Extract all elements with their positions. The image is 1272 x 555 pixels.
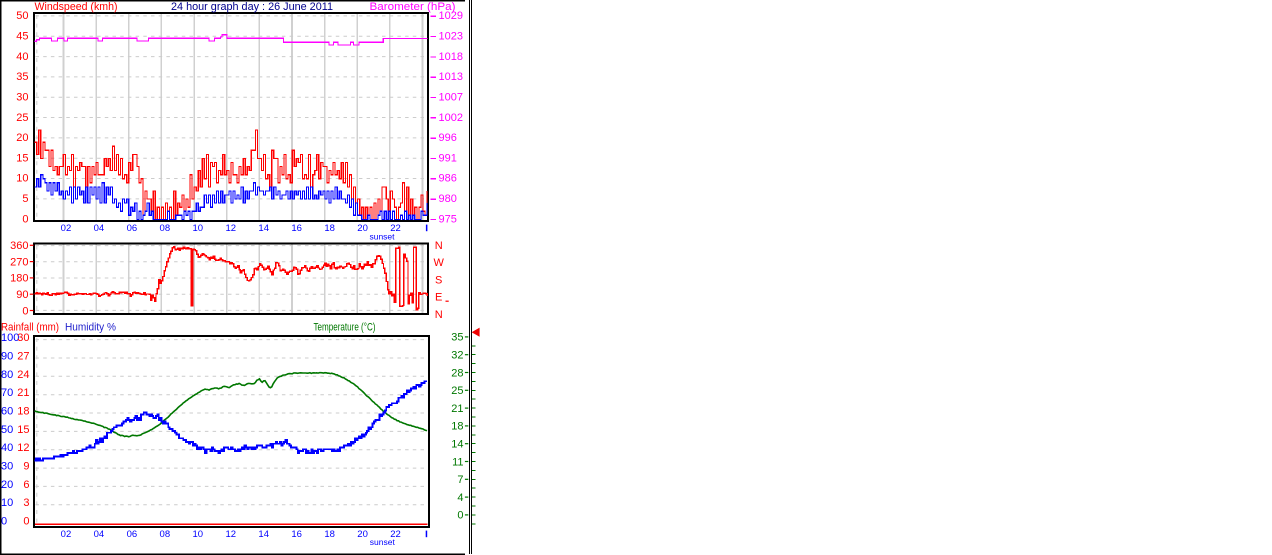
svg-text:Rainfall (mm): Rainfall (mm) xyxy=(1,321,59,333)
svg-text:5: 5 xyxy=(22,193,28,205)
svg-text:18: 18 xyxy=(324,529,335,540)
svg-text:30: 30 xyxy=(16,91,28,103)
svg-text:0: 0 xyxy=(23,516,29,528)
svg-text:0: 0 xyxy=(22,213,28,225)
svg-text:06: 06 xyxy=(127,529,138,540)
svg-text:E: E xyxy=(435,292,442,304)
svg-text:20: 20 xyxy=(357,223,368,234)
svg-text:25: 25 xyxy=(451,385,463,397)
svg-text:W: W xyxy=(434,257,445,269)
svg-text:18: 18 xyxy=(451,421,463,433)
svg-text:20: 20 xyxy=(1,479,13,491)
svg-text:70: 70 xyxy=(1,387,13,399)
svg-text:40: 40 xyxy=(1,442,13,454)
svg-text:1007: 1007 xyxy=(439,91,463,103)
svg-text:08: 08 xyxy=(160,223,171,234)
svg-text:sunset: sunset xyxy=(369,231,395,241)
svg-text:996: 996 xyxy=(439,132,457,144)
svg-text:14: 14 xyxy=(258,223,269,234)
svg-text:08: 08 xyxy=(160,529,171,540)
svg-text:N: N xyxy=(435,309,443,321)
svg-text:S: S xyxy=(435,274,442,286)
svg-text:60: 60 xyxy=(1,406,13,418)
svg-text:0: 0 xyxy=(22,305,28,317)
svg-text:100: 100 xyxy=(1,332,19,344)
svg-text:12: 12 xyxy=(17,442,29,454)
svg-text:1029: 1029 xyxy=(439,10,463,22)
svg-text:45: 45 xyxy=(16,30,28,42)
svg-text:40: 40 xyxy=(16,51,28,63)
svg-text:270: 270 xyxy=(10,256,28,268)
svg-text:11: 11 xyxy=(452,456,463,468)
svg-text:22: 22 xyxy=(390,223,401,234)
svg-text:24 hour graph day : 26 June 20: 24 hour graph day : 26 June 2011 xyxy=(171,1,333,13)
svg-text:22: 22 xyxy=(390,529,401,540)
svg-text:30: 30 xyxy=(17,332,29,344)
svg-text:4: 4 xyxy=(457,492,463,504)
svg-text:16: 16 xyxy=(291,223,302,234)
svg-text:30: 30 xyxy=(1,461,13,473)
svg-text:1013: 1013 xyxy=(439,71,463,83)
svg-text:986: 986 xyxy=(439,173,457,185)
svg-text:Barometer (hPa): Barometer (hPa) xyxy=(370,1,456,13)
svg-text:980: 980 xyxy=(439,193,457,205)
svg-text:18: 18 xyxy=(324,223,335,234)
svg-text:1002: 1002 xyxy=(439,112,463,124)
svg-text:Humidity %: Humidity % xyxy=(65,321,116,333)
svg-text:18: 18 xyxy=(17,406,29,418)
svg-text:1018: 1018 xyxy=(439,51,463,63)
svg-text:1023: 1023 xyxy=(439,30,463,42)
svg-text:14: 14 xyxy=(451,439,463,451)
svg-text:90: 90 xyxy=(16,289,28,301)
svg-text:9: 9 xyxy=(23,461,29,473)
svg-text:10: 10 xyxy=(16,173,28,185)
svg-text:32: 32 xyxy=(451,350,463,362)
svg-text:0: 0 xyxy=(457,510,463,522)
svg-text:360: 360 xyxy=(10,240,28,252)
svg-text:20: 20 xyxy=(16,132,28,144)
svg-text:15: 15 xyxy=(16,152,28,164)
svg-text:21: 21 xyxy=(451,403,463,415)
svg-text:12: 12 xyxy=(225,223,236,234)
svg-text:27: 27 xyxy=(17,351,29,363)
svg-text:25: 25 xyxy=(16,112,28,124)
svg-text:20: 20 xyxy=(357,529,368,540)
svg-text:180: 180 xyxy=(10,273,28,285)
svg-text:6: 6 xyxy=(23,479,29,491)
svg-text:90: 90 xyxy=(1,351,13,363)
svg-text:50: 50 xyxy=(16,10,28,22)
svg-text:10: 10 xyxy=(1,497,13,509)
svg-text:975: 975 xyxy=(439,213,457,225)
svg-text:991: 991 xyxy=(439,152,457,164)
svg-text:24: 24 xyxy=(17,369,29,381)
svg-text:Temperature (°C): Temperature (°C) xyxy=(314,321,376,333)
svg-text:21: 21 xyxy=(17,387,29,399)
svg-text:16: 16 xyxy=(291,529,302,540)
svg-text:80: 80 xyxy=(1,369,13,381)
svg-text:04: 04 xyxy=(94,223,105,234)
svg-text:02: 02 xyxy=(61,529,72,540)
svg-text:15: 15 xyxy=(17,424,29,436)
svg-text:sunset: sunset xyxy=(370,537,396,547)
svg-text:12: 12 xyxy=(225,529,236,540)
svg-text:10: 10 xyxy=(193,223,204,234)
svg-text:7: 7 xyxy=(457,474,463,486)
svg-text:35: 35 xyxy=(451,332,463,344)
svg-text:0: 0 xyxy=(1,516,7,528)
svg-text:50: 50 xyxy=(1,424,13,436)
svg-text:3: 3 xyxy=(23,497,29,509)
svg-text:10: 10 xyxy=(193,529,204,540)
svg-text:04: 04 xyxy=(94,529,105,540)
svg-text:35: 35 xyxy=(16,71,28,83)
svg-text:28: 28 xyxy=(451,367,463,379)
svg-text:Windspeed (kmh): Windspeed (kmh) xyxy=(35,1,118,13)
svg-text:14: 14 xyxy=(258,529,269,540)
svg-text:02: 02 xyxy=(61,223,72,234)
svg-text:N: N xyxy=(435,240,443,252)
svg-text:06: 06 xyxy=(127,223,138,234)
